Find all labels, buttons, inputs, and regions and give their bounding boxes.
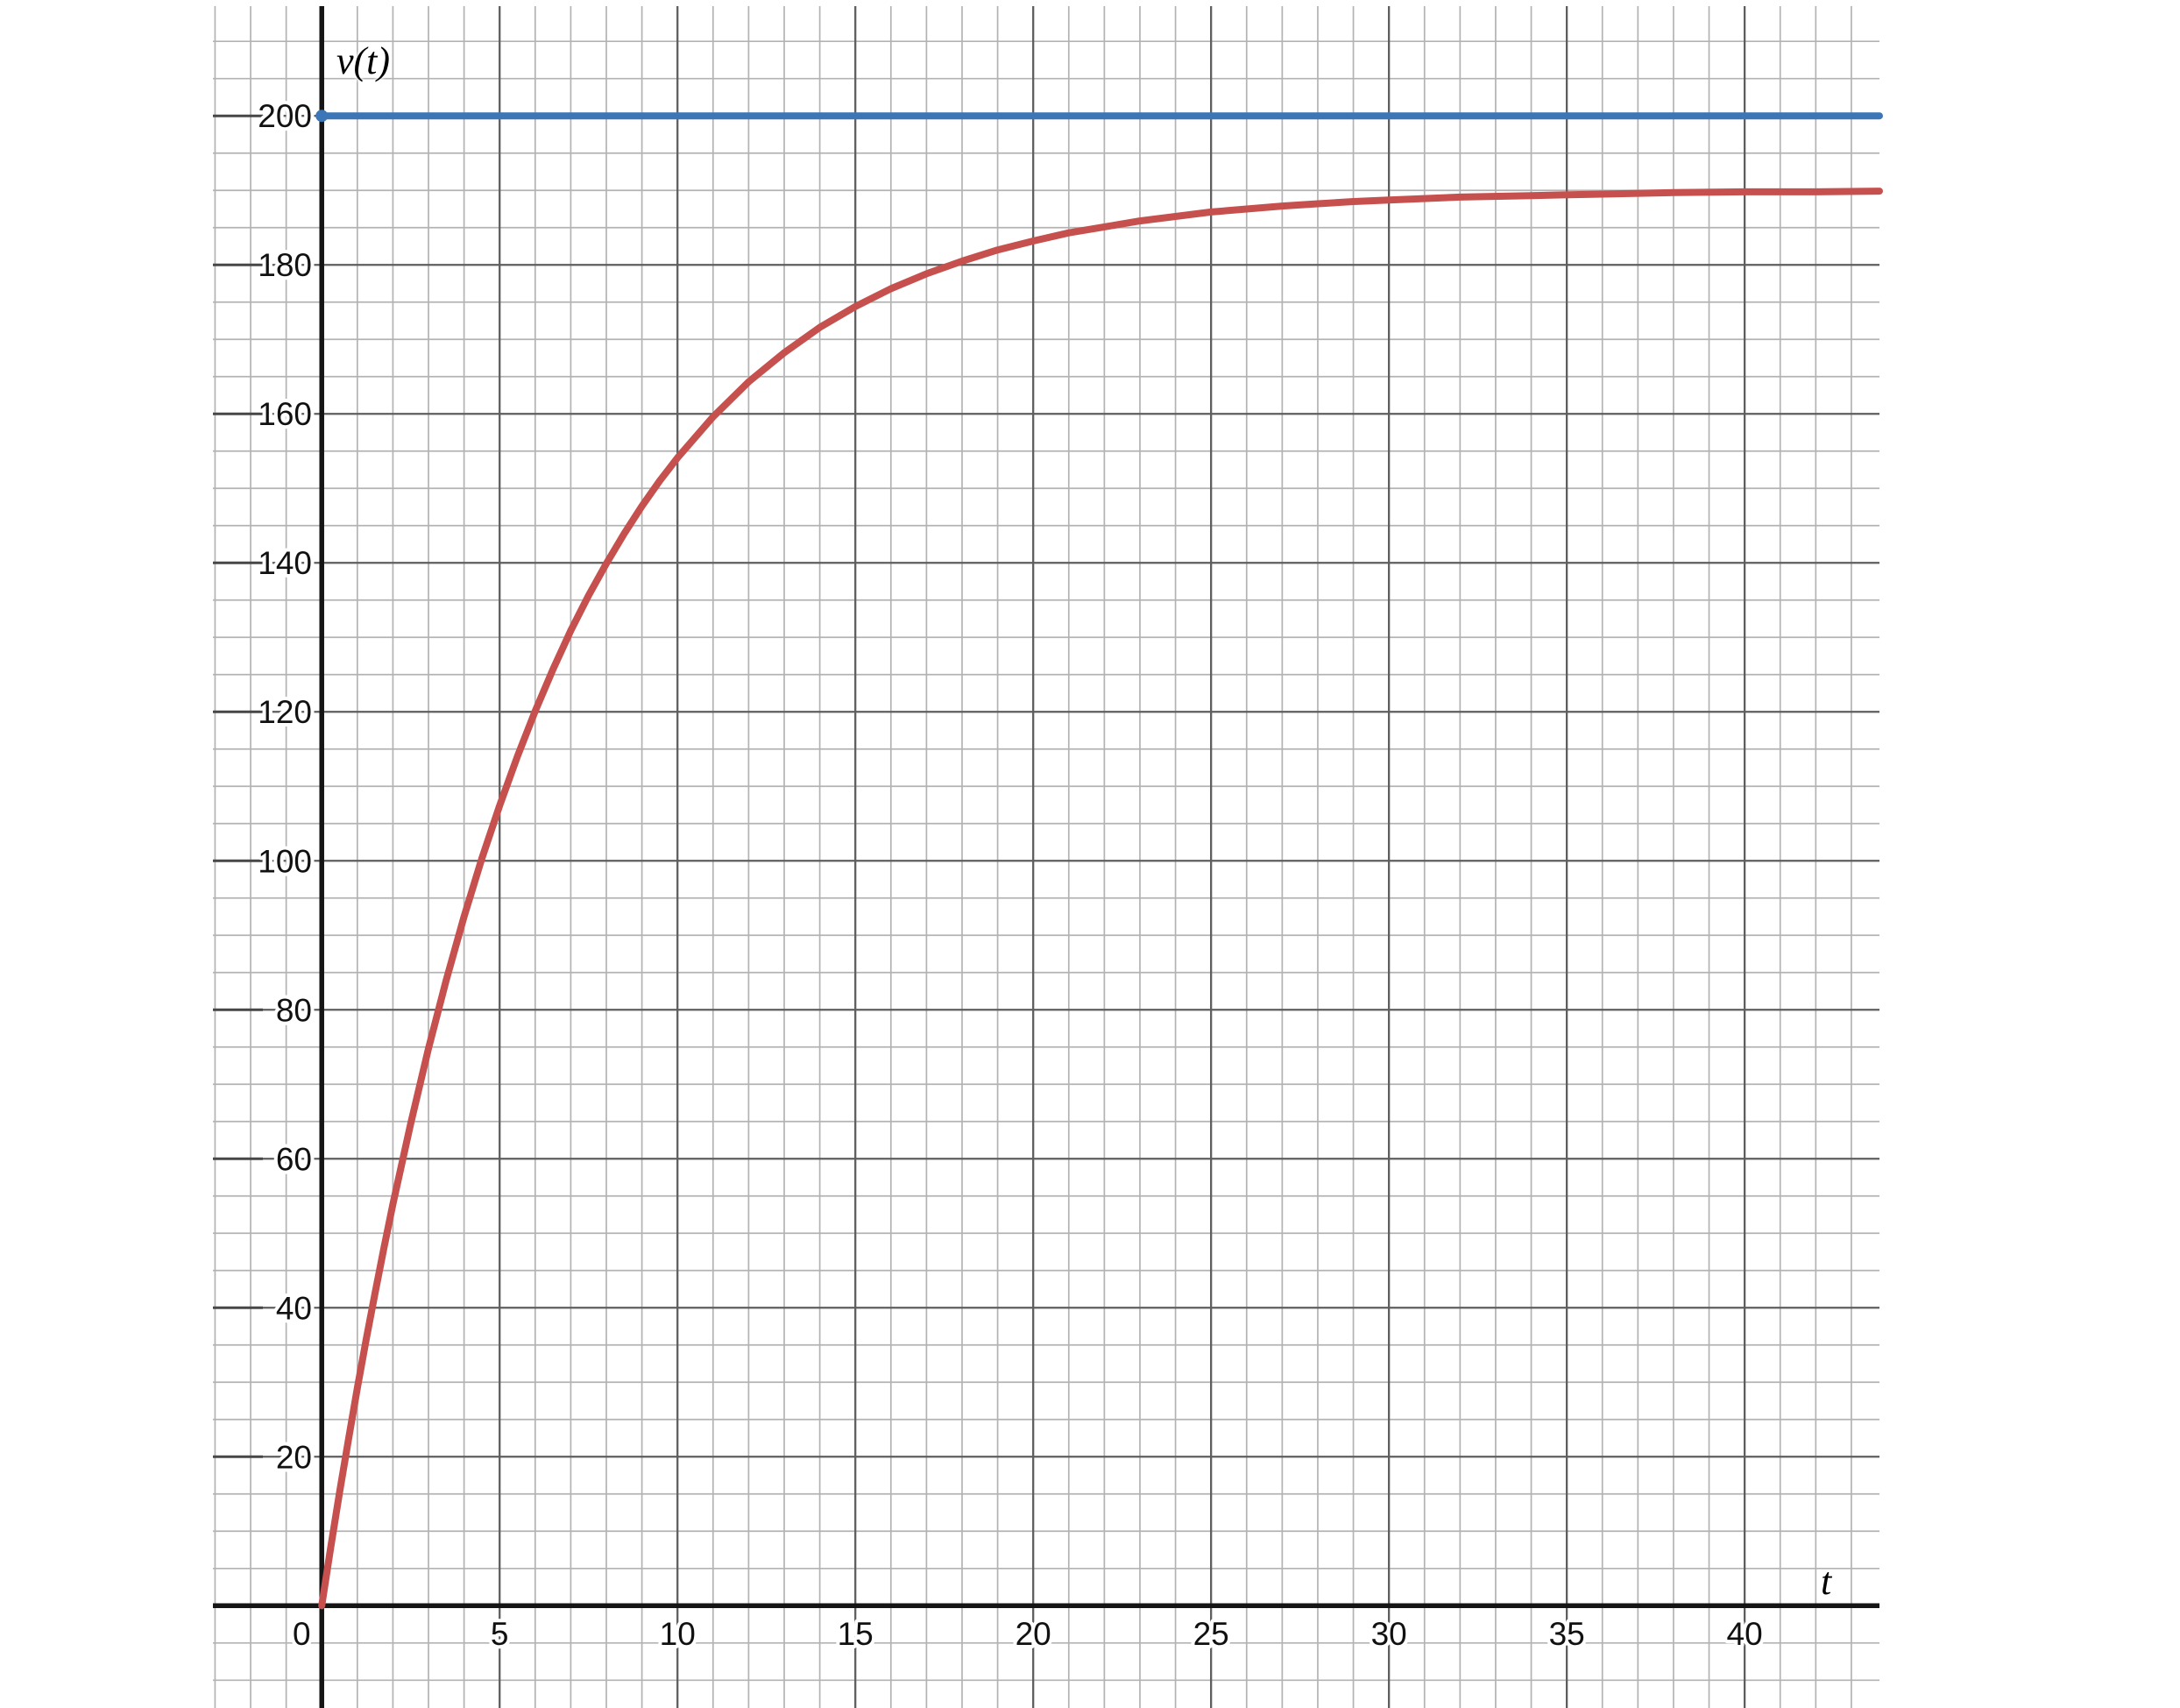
y-tick-label: 100 xyxy=(258,843,312,879)
y-tick-label: 80 xyxy=(276,992,312,1028)
y-tick-label: 120 xyxy=(258,694,312,730)
x-tick-label: 10 xyxy=(660,1616,696,1652)
data-series xyxy=(315,110,1883,1610)
x-tick-label: 30 xyxy=(1371,1616,1407,1652)
y-tick-label: 140 xyxy=(258,545,312,581)
y-tick-label: 160 xyxy=(258,396,312,432)
x-tick-label: 25 xyxy=(1193,1616,1229,1652)
origin-label: 0 xyxy=(293,1616,311,1652)
y-tick-label: 200 xyxy=(258,98,312,134)
x-axis-title: t xyxy=(1821,1560,1832,1603)
tick-labels: 20 40 60 80 100 120 140 160 180 200 5 10 15 20 25 30 35 4… xyxy=(254,95,1766,1655)
y-tick-label: 60 xyxy=(276,1141,312,1177)
minor-gridlines xyxy=(213,6,1879,1708)
x-tick-label: 20 xyxy=(1016,1616,1051,1652)
x-tick-label: 5 xyxy=(491,1616,509,1652)
x-tick-label: 40 xyxy=(1727,1616,1763,1652)
y-tick-label: 40 xyxy=(276,1290,312,1326)
y-tick-label: 180 xyxy=(258,247,312,283)
y-tick-label: 20 xyxy=(276,1439,312,1475)
y-tick-marks xyxy=(213,114,263,1458)
axes xyxy=(213,6,1879,1708)
major-gridlines xyxy=(213,6,1879,1708)
x-tick-label: 35 xyxy=(1549,1616,1585,1652)
x-tick-label: 15 xyxy=(838,1616,874,1652)
y-axis-title: v(t) xyxy=(336,39,391,82)
velocity-curve xyxy=(318,188,1883,1610)
terminal-velocity-asymptote-start-dot xyxy=(315,110,329,123)
